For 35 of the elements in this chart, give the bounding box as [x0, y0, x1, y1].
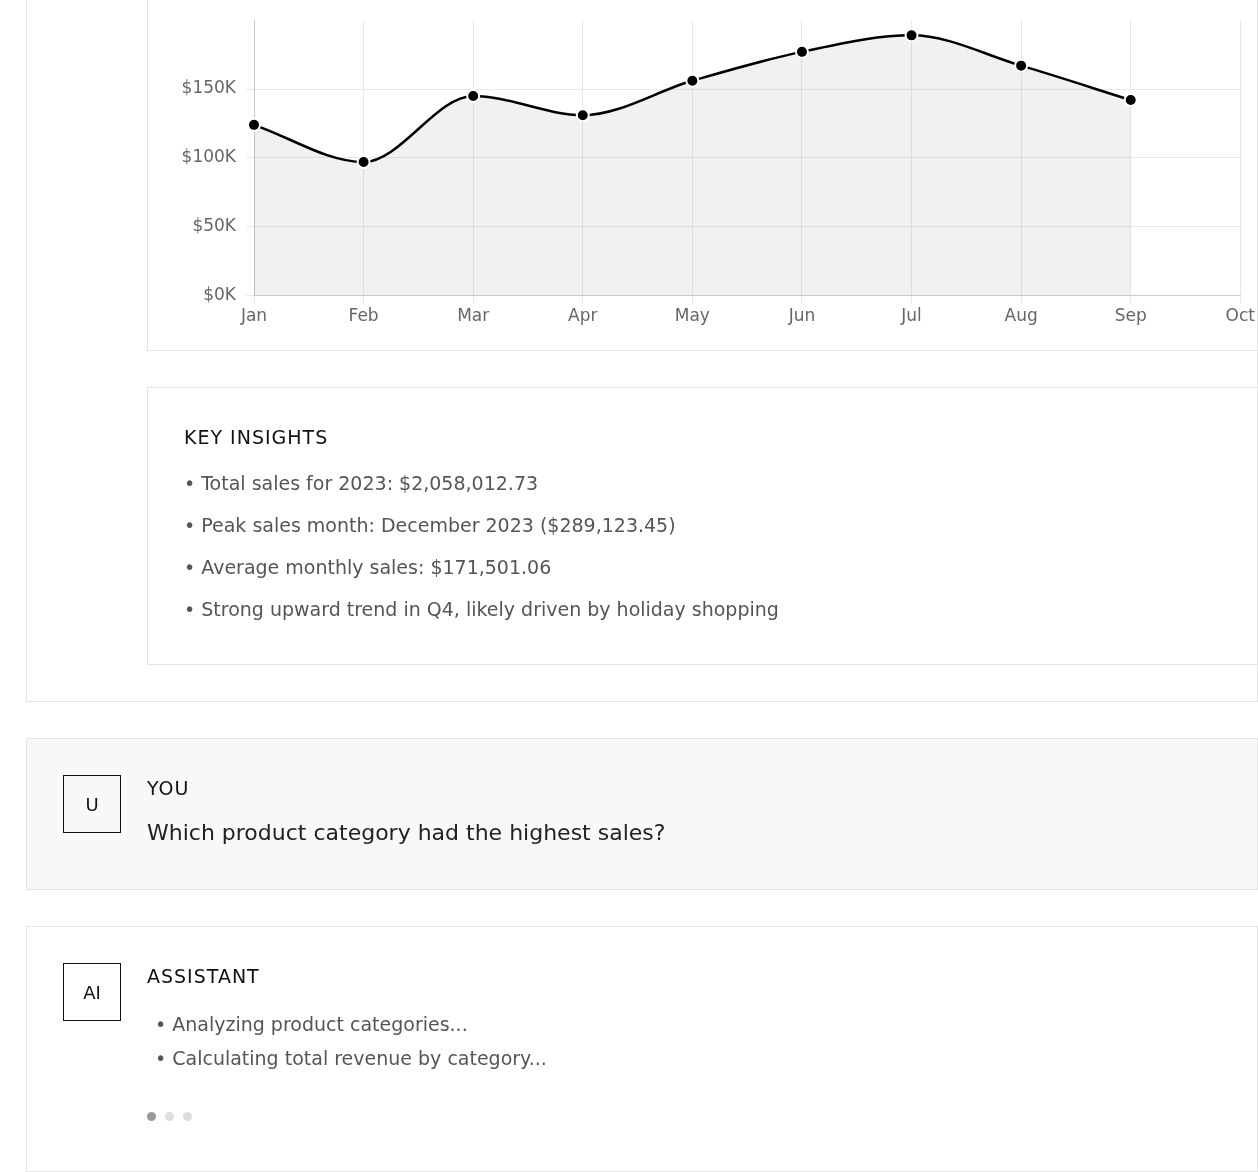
- point: [1014, 58, 1029, 73]
- text: • Total sales for 2023: $2,058,012.73: [184, 472, 540, 494]
- x-tick-label: Mar: [457, 305, 490, 326]
- point: [466, 88, 481, 103]
- x-tick-label: Jul: [900, 305, 922, 326]
- text: YOU: [147, 777, 190, 799]
- x-tick-label: Feb: [348, 305, 379, 326]
- text: Which product category had the highest sales?: [147, 820, 666, 845]
- y-tick-label: $100K: [181, 146, 237, 167]
- y-tick-label: $50K: [192, 215, 237, 236]
- y-tick-label: $0K: [203, 284, 237, 305]
- x-tick-label: Apr: [568, 305, 598, 326]
- x-tick-label: Sep: [1114, 305, 1147, 326]
- x-tick-label: Jun: [787, 305, 816, 326]
- point: [794, 44, 809, 59]
- point: [356, 155, 371, 170]
- text: • Calculating total revenue by category...: [155, 1047, 547, 1069]
- y-tick-label: $150K: [181, 77, 237, 98]
- text: KEY INSIGHTS: [184, 426, 330, 448]
- x-tick-label: Jan: [239, 305, 268, 326]
- x-tick-label: Aug: [1004, 305, 1038, 326]
- point: [575, 108, 590, 123]
- point: [685, 73, 700, 88]
- point: [247, 117, 261, 132]
- point: [904, 28, 919, 43]
- text: AI: [63, 963, 121, 1021]
- text: • Average monthly sales: $171,501.06: [184, 556, 553, 578]
- text: • Strong upward trend in Q4, likely driven by holiday shopping: [184, 598, 779, 620]
- text: ASSISTANT: [147, 965, 260, 987]
- x-tick-label: May: [674, 305, 710, 326]
- text: • Peak sales month: December 2023 ($289,123.45): [184, 514, 677, 536]
- x-tick-label: Oct: [1225, 305, 1256, 326]
- text: U: [63, 775, 121, 833]
- text: • Analyzing product categories...: [155, 1013, 469, 1035]
- point: [1123, 93, 1138, 108]
